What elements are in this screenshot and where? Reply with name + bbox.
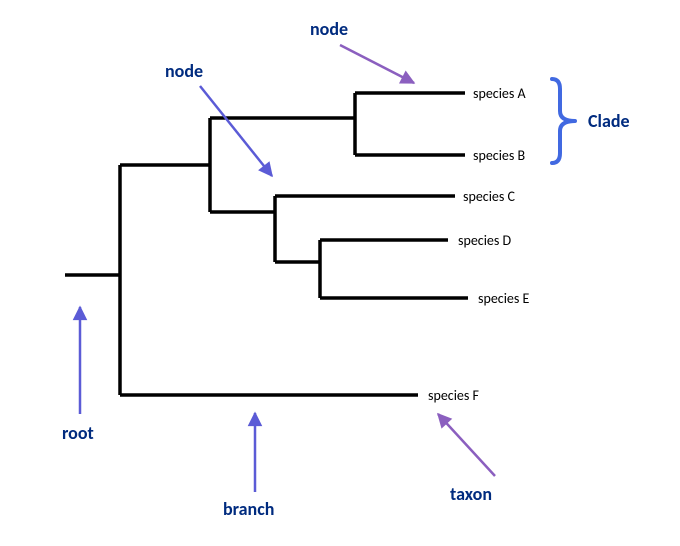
annotation-branch: branch [223, 498, 274, 520]
tip-label-c: species C [463, 188, 515, 205]
annotation-taxon: taxon [450, 483, 492, 505]
annotation-node-left: node [165, 60, 203, 82]
tip-label-e: species E [478, 290, 529, 307]
annotation-clade: Clade [588, 110, 630, 132]
clade-brace [552, 79, 575, 163]
arrow-node_right [340, 45, 414, 83]
annotation-node-right: node [310, 18, 348, 40]
tip-label-a: species A [473, 85, 526, 102]
arrow-taxon [438, 414, 495, 476]
tip-label-b: species B [473, 147, 525, 164]
tip-label-d: species D [458, 232, 511, 249]
phylo-svg [0, 0, 680, 546]
annotation-root: root [62, 422, 94, 444]
tip-label-f: species F [428, 387, 479, 404]
